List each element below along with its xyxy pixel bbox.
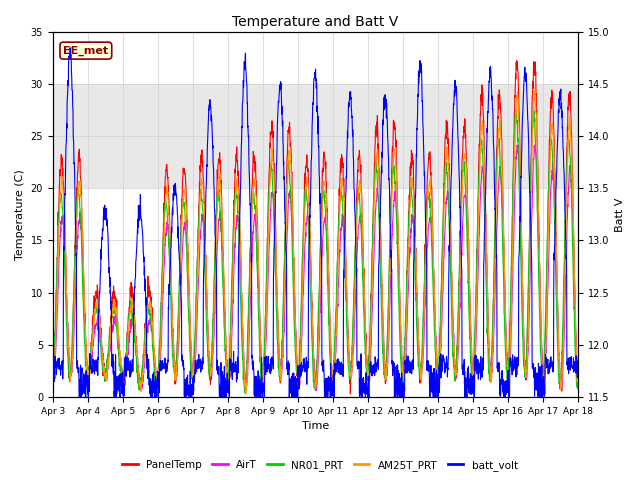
Legend: PanelTemp, AirT, NR01_PRT, AM25T_PRT, batt_volt: PanelTemp, AirT, NR01_PRT, AM25T_PRT, ba…	[118, 456, 522, 475]
Y-axis label: Temperature (C): Temperature (C)	[15, 169, 25, 260]
Y-axis label: Batt V: Batt V	[615, 197, 625, 231]
X-axis label: Time: Time	[302, 421, 329, 432]
Bar	[52, 84, 578, 188]
Title: Temperature and Batt V: Temperature and Batt V	[232, 15, 399, 29]
Text: EE_met: EE_met	[63, 46, 108, 56]
